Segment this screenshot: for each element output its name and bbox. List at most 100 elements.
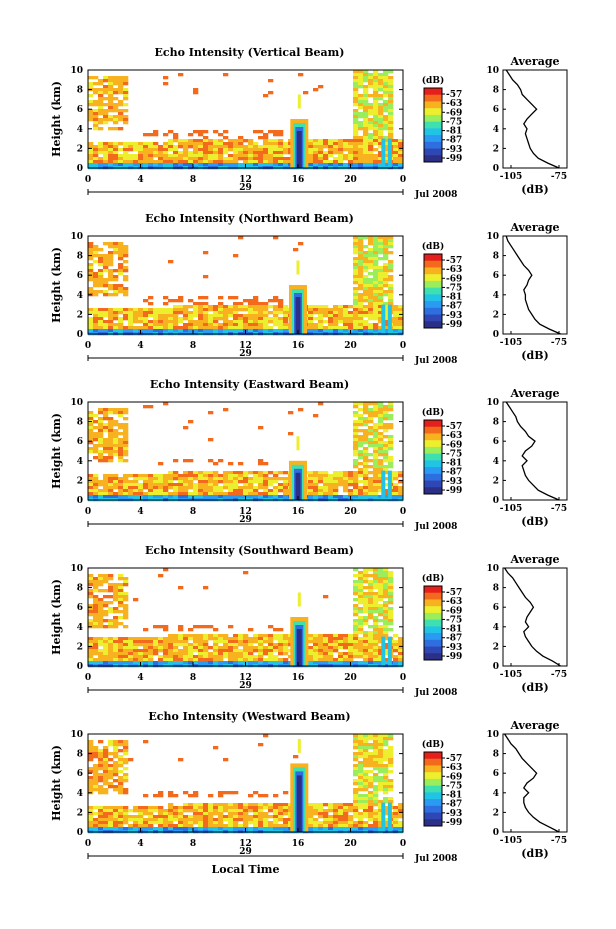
heatmap-cell: [343, 142, 349, 146]
heatmap-cell: [113, 818, 119, 822]
colorbar-label: -87: [446, 800, 462, 810]
heatmap-cell: [268, 652, 274, 656]
heatmap-cell: [123, 148, 129, 152]
colorbar-label: -75: [446, 449, 462, 459]
heatmap-cell: [163, 142, 169, 146]
day-label: 29: [239, 847, 252, 857]
heatmap-cell: [318, 151, 324, 155]
heatmap-cell: [178, 142, 184, 146]
heatmap-cell: [328, 314, 334, 318]
heatmap-cell: [283, 489, 289, 493]
heatmap-cell: [318, 323, 324, 327]
heatmap-cell: [198, 314, 204, 318]
heatmap-cell: [203, 489, 209, 493]
heatmap-cell: [128, 317, 134, 321]
heatmap-cell: [158, 151, 164, 155]
heatmap-cell: [213, 628, 219, 632]
heatmap-cell: [283, 791, 289, 795]
heatmap-cell: [383, 824, 389, 828]
heatmap-cell: [258, 151, 264, 155]
heatmap-cell: [208, 323, 214, 327]
heatmap-cell: [98, 456, 104, 460]
y-tick-label: 4: [77, 125, 83, 135]
heatmap-cell: [138, 637, 144, 641]
heatmap-cell: [358, 320, 364, 324]
heatmap-cell: [223, 73, 229, 77]
heatmap-cell: [128, 474, 134, 478]
heatmap-cell: [373, 263, 379, 267]
heatmap-cell: [273, 806, 279, 810]
heatmap-cell: [103, 254, 109, 258]
heatmap-cell: [273, 151, 279, 155]
heatmap-cell: [278, 812, 284, 816]
heatmap-cell: [93, 145, 99, 149]
heatmap-cell: [373, 323, 379, 327]
heatmap-cell: [363, 601, 369, 605]
heatmap-cell: [333, 815, 339, 819]
heatmap-cell: [98, 453, 104, 457]
heatmap-cell: [358, 260, 364, 264]
heatmap-cell: [368, 483, 374, 487]
heatmap-cell: [383, 737, 389, 741]
heatmap-cell: [393, 815, 399, 819]
heatmap-cell: [88, 785, 94, 789]
heatmap-cell: [268, 320, 274, 324]
heatmap-cell: [253, 151, 259, 155]
heatmap-cell: [358, 800, 364, 804]
heatmap-cell: [328, 483, 334, 487]
heatmap-cell: [163, 402, 169, 406]
heatmap-cell: [273, 471, 279, 475]
heatmap-cell: [368, 480, 374, 484]
heatmap-cell: [233, 160, 239, 164]
profile-y-tick-label: 0: [493, 164, 499, 174]
heatmap-cell: [253, 160, 259, 164]
heatmap-cell: [313, 640, 319, 644]
profile-y-tick-label: 10: [486, 398, 499, 408]
heatmap-cell: [173, 495, 179, 499]
heatmap-cell: [98, 619, 104, 623]
heatmap-cell: [378, 737, 384, 741]
heatmap-cell: [213, 652, 219, 656]
heatmap-cell: [323, 661, 329, 665]
heatmap-cell: [218, 139, 224, 143]
heatmap-cell: [383, 652, 389, 656]
heatmap-cell: [353, 278, 359, 282]
heatmap-cell: [388, 577, 394, 581]
heatmap-cell: [113, 755, 119, 759]
heatmap-cell: [363, 655, 369, 659]
heatmap-cell: [258, 136, 264, 140]
heatmap-cell: [153, 474, 159, 478]
heatmap-cell: [378, 740, 384, 744]
heatmap-cell: [158, 154, 164, 158]
heatmap-cell: [233, 323, 239, 327]
heatmap-cell: [378, 489, 384, 493]
heatmap-cell: [113, 97, 119, 101]
heatmap-cell: [238, 462, 244, 466]
heatmap-cell: [283, 477, 289, 481]
heatmap-cell: [383, 314, 389, 318]
heatmap-cell: [118, 764, 124, 768]
colorbar-label: -69: [446, 274, 462, 284]
heatmap-cell: [248, 821, 254, 825]
heatmap-cell: [358, 462, 364, 466]
heatmap-cell: [143, 154, 149, 158]
rain-shaft: [381, 636, 386, 666]
heatmap-cell: [353, 127, 359, 131]
heatmap-cell: [358, 414, 364, 418]
colorbar-segment: [424, 274, 442, 282]
heatmap-cell: [348, 145, 354, 149]
heatmap-cell: [98, 417, 104, 421]
heatmap-cell: [193, 160, 199, 164]
heatmap-cell: [238, 652, 244, 656]
heatmap-cell: [158, 323, 164, 327]
heatmap-cell: [373, 106, 379, 110]
heatmap-cell: [98, 776, 104, 780]
heatmap-cell: [358, 824, 364, 828]
heatmap-cell: [368, 809, 374, 813]
heatmap-cell: [88, 263, 94, 267]
heatmap-cell: [353, 740, 359, 744]
heatmap-cell: [373, 658, 379, 662]
heatmap-cell: [113, 429, 119, 433]
heatmap-cell: [368, 263, 374, 267]
heatmap-cell: [388, 284, 394, 288]
